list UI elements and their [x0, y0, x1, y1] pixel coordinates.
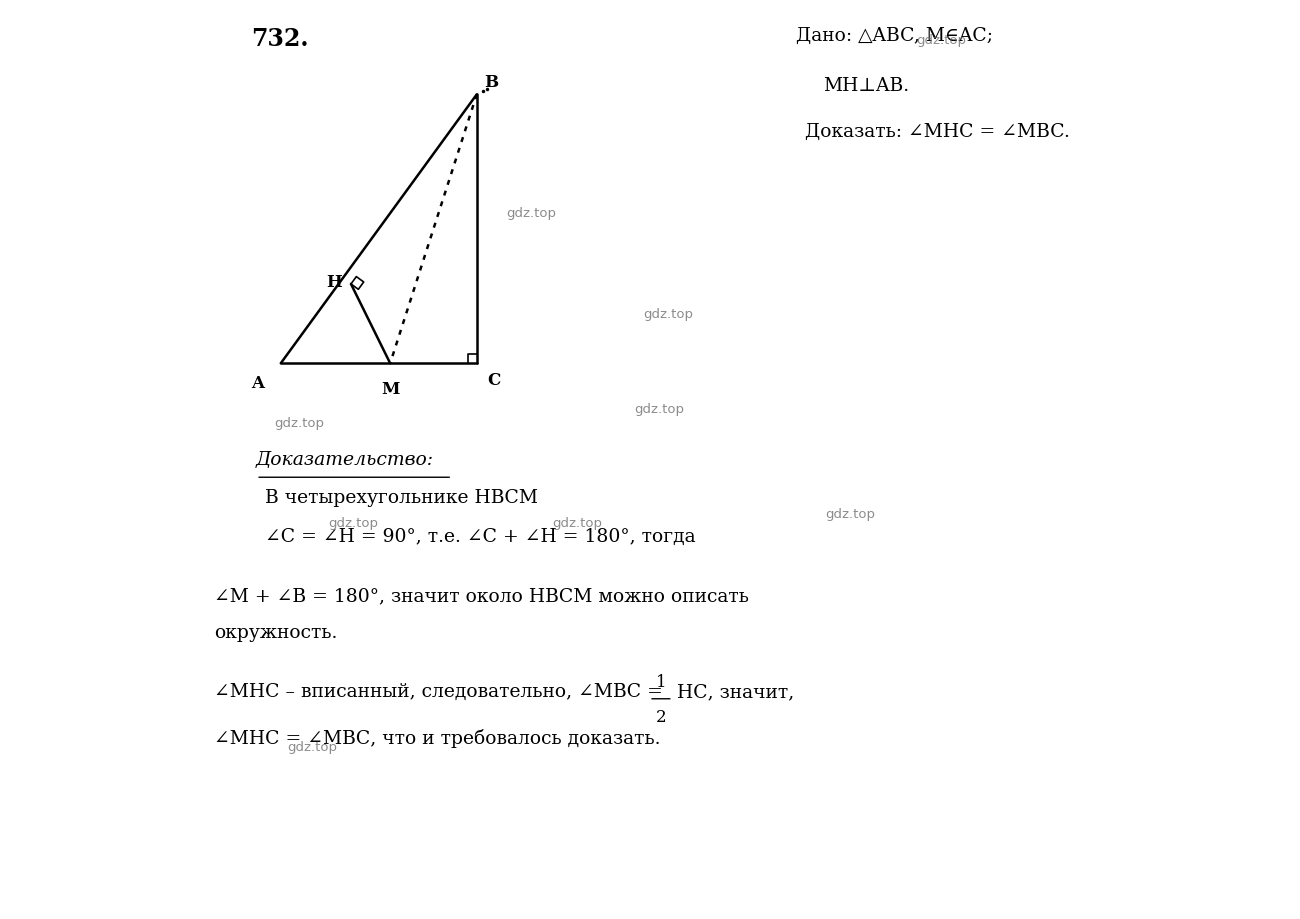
- Text: gdz.top: gdz.top: [826, 507, 876, 521]
- Text: gdz.top: gdz.top: [916, 34, 967, 47]
- Text: Доказательство:: Доказательство:: [256, 450, 434, 469]
- Text: B: B: [484, 74, 498, 91]
- Text: C: C: [488, 371, 500, 388]
- Text: A: A: [251, 375, 264, 391]
- Text: gdz.top: gdz.top: [287, 740, 338, 753]
- Text: 2: 2: [655, 709, 667, 725]
- Text: 1: 1: [655, 673, 667, 690]
- Text: gdz.top: gdz.top: [552, 516, 602, 529]
- Text: gdz.top: gdz.top: [507, 207, 556, 221]
- Text: ∠M + ∠B = 180°, значит около НВСМ можно описать: ∠M + ∠B = 180°, значит около НВСМ можно …: [214, 587, 749, 605]
- Text: MH⊥AB.: MH⊥AB.: [823, 77, 909, 95]
- Text: H: H: [326, 274, 342, 290]
- Text: M: M: [381, 380, 399, 397]
- Text: ∠МНС = ∠МВС, что и требовалось доказать.: ∠МНС = ∠МВС, что и требовалось доказать.: [214, 728, 660, 747]
- Text: ∠C = ∠H = 90°, т.е. ∠C + ∠H = 180°, тогда: ∠C = ∠H = 90°, т.е. ∠C + ∠H = 180°, тогд…: [265, 528, 696, 546]
- Text: ∠МНС – вписанный, следовательно, ∠МВС =: ∠МНС – вписанный, следовательно, ∠МВС =: [214, 683, 667, 700]
- Text: окружность.: окружность.: [214, 623, 338, 641]
- Text: НС, значит,: НС, значит,: [677, 683, 794, 700]
- Text: Дано: △ABC, M∈AC;: Дано: △ABC, M∈AC;: [796, 27, 993, 45]
- Text: Доказать: ∠MHC = ∠MBC.: Доказать: ∠MHC = ∠MBC.: [805, 122, 1070, 141]
- Text: gdz.top: gdz.top: [274, 416, 324, 429]
- Text: В четырехугольнике НВСМ: В четырехугольнике НВСМ: [265, 489, 538, 506]
- Text: gdz.top: gdz.top: [329, 516, 378, 529]
- Text: gdz.top: gdz.top: [644, 307, 693, 321]
- Text: 732.: 732.: [251, 27, 308, 51]
- Text: gdz.top: gdz.top: [634, 403, 684, 416]
